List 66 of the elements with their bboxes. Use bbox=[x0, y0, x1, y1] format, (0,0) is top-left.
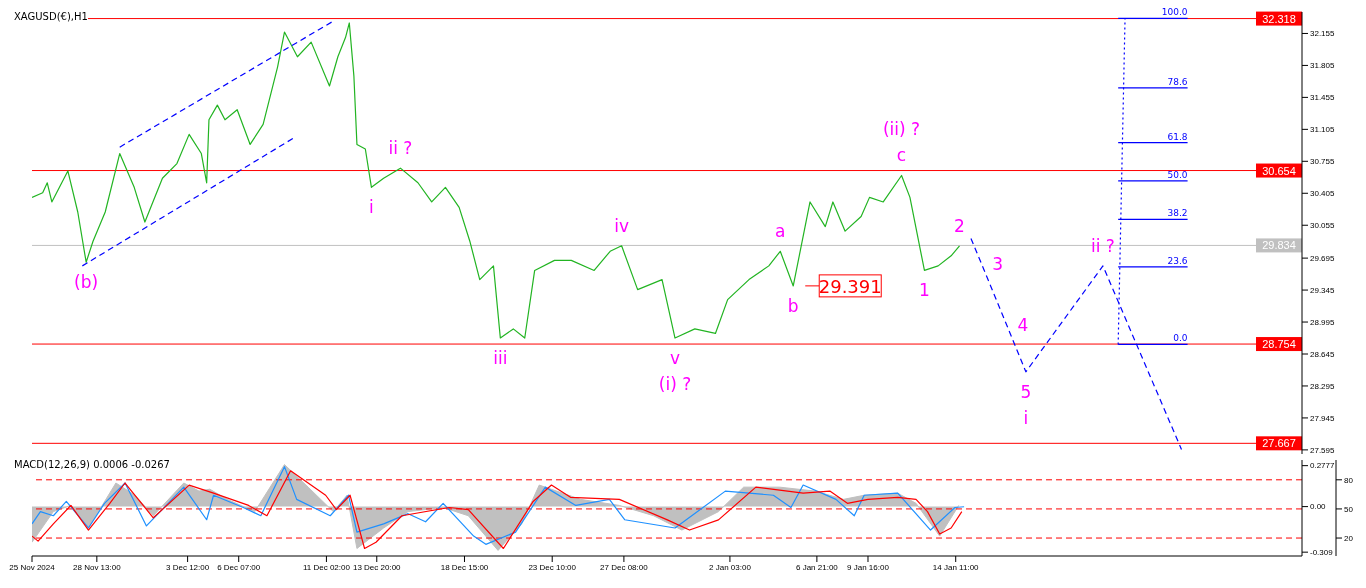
ref-line-label: 28.754 bbox=[1262, 338, 1296, 351]
y-tick-label: 27.595 bbox=[1310, 445, 1336, 455]
annotation: i bbox=[369, 197, 374, 218]
ref-line-label: 27.667 bbox=[1262, 437, 1296, 450]
annotation: iii bbox=[493, 348, 508, 369]
y-tick-label: 31.105 bbox=[1310, 125, 1336, 135]
y-tick-label: 0.00 bbox=[1310, 502, 1327, 512]
x-tick-label: 25 Nov 2024 bbox=[9, 562, 56, 572]
annotation: a bbox=[775, 221, 786, 242]
x-tick-label: 28 Nov 13:00 bbox=[73, 562, 122, 572]
annotation: (i) ? bbox=[658, 374, 692, 395]
y-tick-label: 30.755 bbox=[1310, 157, 1336, 167]
series-label: 23.6 bbox=[1167, 255, 1188, 266]
y-tick-label: 27.945 bbox=[1310, 413, 1336, 423]
series-label: 38.2 bbox=[1167, 208, 1188, 219]
x-tick-label: 3 Dec 12:00 bbox=[166, 562, 210, 572]
x-tick-label: 18 Dec 15:00 bbox=[440, 562, 489, 572]
annotation: 3 bbox=[992, 254, 1004, 275]
x-tick-label: 2 Jan 03:00 bbox=[709, 562, 752, 572]
ref-line-label: 29.834 bbox=[1262, 239, 1296, 252]
annotation: b bbox=[787, 295, 799, 316]
ref-line-label: 32.318 bbox=[1262, 12, 1296, 25]
y2-tick-label: 20 bbox=[1344, 533, 1354, 543]
chart-title: MACD(12,26,9) 0.0006 -0.0267 bbox=[14, 459, 170, 470]
annotation: c bbox=[896, 145, 907, 166]
y-tick-label: 28.645 bbox=[1310, 349, 1336, 359]
y2-tick-label: 50 bbox=[1344, 504, 1354, 514]
x-tick-label: 11 Dec 02:00 bbox=[302, 562, 351, 572]
annotation: 29.391 bbox=[818, 276, 882, 298]
x-tick-label: 13 Dec 20:00 bbox=[352, 562, 402, 572]
x-tick-label: 9 Jan 16:00 bbox=[847, 562, 890, 572]
annotation: 2 bbox=[954, 215, 965, 236]
y-tick-label: 32.155 bbox=[1310, 29, 1336, 39]
annotation: (ii) ? bbox=[882, 119, 921, 140]
y-tick-label: 31.805 bbox=[1310, 61, 1336, 71]
annotation: ii ? bbox=[1090, 235, 1115, 256]
y-tick-label: 29.695 bbox=[1310, 253, 1336, 263]
y-tick-label: 30.055 bbox=[1310, 221, 1336, 231]
series-label: 50.0 bbox=[1167, 169, 1188, 180]
y-tick-label: 29.345 bbox=[1310, 285, 1336, 295]
annotation: 5 bbox=[1020, 381, 1032, 402]
chart-title: XAGUSD(€),H1 bbox=[14, 11, 88, 22]
x-tick-label: 23 Dec 10:00 bbox=[528, 562, 577, 572]
annotation: 4 bbox=[1017, 315, 1029, 336]
y-tick-label: 30.405 bbox=[1310, 189, 1336, 199]
annotation: 1 bbox=[919, 280, 930, 301]
annotation: iv bbox=[614, 215, 630, 236]
x-tick-label: 6 Jan 21:00 bbox=[795, 562, 839, 572]
ref-line-label: 30.654 bbox=[1262, 164, 1296, 177]
annotation: ii ? bbox=[388, 138, 413, 159]
series-label: 78.6 bbox=[1167, 76, 1188, 87]
y-tick-label: 28.995 bbox=[1310, 317, 1336, 327]
series-label: 61.8 bbox=[1167, 131, 1188, 142]
y-tick-label: -0.309 bbox=[1310, 548, 1334, 558]
series-label: 0.0 bbox=[1173, 333, 1188, 344]
x-tick-label: 14 Jan 11:00 bbox=[932, 562, 980, 572]
annotation: v bbox=[669, 348, 681, 369]
x-tick-label: 27 Dec 08:00 bbox=[600, 562, 649, 572]
y-tick-label: 31.455 bbox=[1310, 93, 1336, 103]
annotation: i bbox=[1023, 407, 1029, 428]
y2-tick-label: 80 bbox=[1344, 475, 1354, 485]
y-tick-label: 28.295 bbox=[1310, 381, 1336, 391]
x-tick-label: 6 Dec 07:00 bbox=[217, 562, 261, 572]
y-tick-label: 0.2777 bbox=[1310, 461, 1336, 471]
annotation: (b) bbox=[74, 272, 99, 293]
series-label: 100.0 bbox=[1161, 7, 1188, 18]
